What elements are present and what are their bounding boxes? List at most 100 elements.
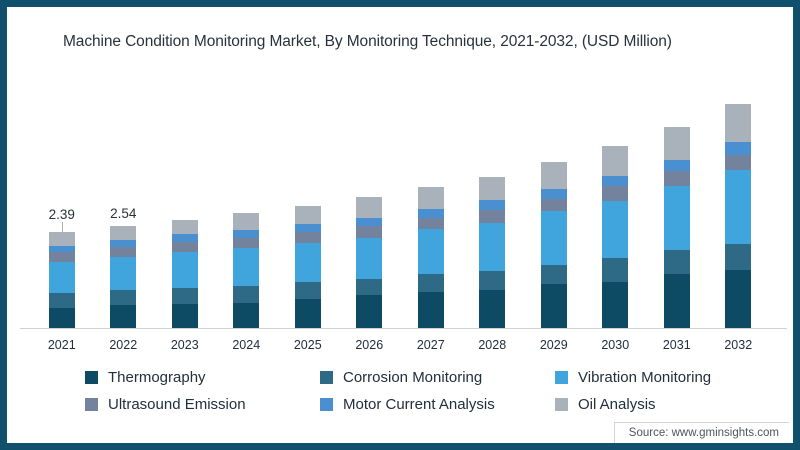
bar-column-2030 bbox=[585, 7, 647, 328]
bar-segment-motor-current-analysis bbox=[294, 224, 321, 233]
bar-segment-corrosion-monitoring bbox=[479, 270, 506, 290]
bar-segment-ultrasound-emission bbox=[540, 198, 567, 211]
bar-segment-motor-current-analysis bbox=[540, 188, 567, 199]
bar-2025 bbox=[294, 206, 321, 328]
legend: Thermography Corrosion Monitoring Vibratio… bbox=[85, 369, 711, 413]
bar-segment-motor-current-analysis bbox=[171, 234, 198, 242]
bar-segment-oil-analysis bbox=[356, 197, 383, 219]
bar-segment-oil-analysis bbox=[417, 186, 444, 209]
x-axis-labels: 2021 2022 2023 2024 2025 2026 2027 2028 2029 2030… bbox=[31, 338, 769, 352]
bar-2023 bbox=[171, 220, 198, 328]
legend-label: Thermography bbox=[108, 369, 206, 386]
x-tick-2032: 2032 bbox=[724, 338, 753, 352]
bar-segment-thermography bbox=[110, 305, 137, 328]
x-tick-2028: 2028 bbox=[478, 338, 507, 352]
legend-swatch-icon bbox=[320, 371, 333, 384]
bar-column-2032 bbox=[708, 7, 770, 328]
bar-segment-vibration-monitoring bbox=[356, 237, 383, 280]
bar-segment-oil-analysis bbox=[294, 206, 321, 225]
legend-item-vibration-monitoring: Vibration Monitoring bbox=[555, 369, 711, 386]
bar-segment-motor-current-analysis bbox=[417, 208, 444, 218]
bar-segment-oil-analysis bbox=[602, 145, 629, 177]
legend-item-corrosion-monitoring: Corrosion Monitoring bbox=[320, 369, 555, 386]
bar-segment-corrosion-monitoring bbox=[602, 257, 629, 282]
bar-segment-corrosion-monitoring bbox=[48, 293, 75, 308]
bar-segment-oil-analysis bbox=[110, 226, 137, 240]
bar-column-2024 bbox=[216, 7, 278, 328]
bar-column-2029 bbox=[523, 7, 585, 328]
bar-segment-ultrasound-emission bbox=[479, 210, 506, 223]
bar-segment-vibration-monitoring bbox=[663, 186, 690, 251]
bar-segment-oil-analysis bbox=[233, 212, 260, 230]
legend-item-ultrasound-emission: Ultrasound Emission bbox=[85, 396, 320, 413]
x-tick-2030: 2030 bbox=[601, 338, 630, 352]
bar-value-label-2022: 2.54 bbox=[110, 206, 137, 222]
bar-column-2027 bbox=[400, 7, 462, 328]
bar-segment-corrosion-monitoring bbox=[417, 274, 444, 292]
bar-segment-ultrasound-emission bbox=[725, 155, 752, 171]
bar-segment-thermography bbox=[171, 304, 198, 328]
bar-column-2022: 2.54 bbox=[93, 7, 155, 328]
bar-2029 bbox=[540, 161, 567, 328]
x-tick-2031: 2031 bbox=[662, 338, 691, 352]
bar-segment-vibration-monitoring bbox=[540, 210, 567, 266]
legend-swatch-icon bbox=[555, 371, 568, 384]
bar-segment-corrosion-monitoring bbox=[110, 290, 137, 306]
bars-container: 2.39 2.54 bbox=[31, 7, 769, 328]
bar-segment-ultrasound-emission bbox=[48, 252, 75, 262]
bar-segment-vibration-monitoring bbox=[479, 222, 506, 271]
bar-segment-ultrasound-emission bbox=[602, 186, 629, 201]
legend-item-thermography: Thermography bbox=[85, 369, 320, 386]
bar-segment-ultrasound-emission bbox=[417, 217, 444, 230]
bar-segment-oil-analysis bbox=[48, 232, 75, 246]
bar-segment-corrosion-monitoring bbox=[171, 288, 198, 304]
legend-label: Oil Analysis bbox=[578, 396, 656, 413]
bar-2026 bbox=[356, 197, 383, 328]
legend-swatch-icon bbox=[555, 398, 568, 411]
legend-item-oil-analysis: Oil Analysis bbox=[555, 396, 711, 413]
bar-segment-ultrasound-emission bbox=[233, 237, 260, 249]
bar-segment-corrosion-monitoring bbox=[540, 265, 567, 284]
plot-area: 2.39 2.54 bbox=[20, 7, 787, 329]
legend-label: Motor Current Analysis bbox=[343, 396, 495, 413]
bar-segment-motor-current-analysis bbox=[48, 245, 75, 253]
bar-segment-thermography bbox=[294, 299, 321, 328]
chart-title: Machine Condition Monitoring Market, By … bbox=[63, 33, 672, 50]
x-tick-2023: 2023 bbox=[170, 338, 199, 352]
x-tick-2022: 2022 bbox=[109, 338, 138, 352]
bar-segment-motor-current-analysis bbox=[479, 200, 506, 211]
bar-segment-oil-analysis bbox=[663, 127, 690, 161]
bar-segment-oil-analysis bbox=[171, 220, 198, 235]
bar-segment-thermography bbox=[663, 274, 690, 328]
source-note: Source: www.gminsights.com bbox=[613, 422, 789, 443]
bar-segment-vibration-monitoring bbox=[171, 252, 198, 288]
bar-segment-vibration-monitoring bbox=[294, 242, 321, 283]
bar-2030 bbox=[602, 145, 629, 328]
bar-2022 bbox=[110, 226, 137, 328]
x-tick-2026: 2026 bbox=[355, 338, 384, 352]
bar-segment-motor-current-analysis bbox=[725, 142, 752, 156]
bar-segment-motor-current-analysis bbox=[110, 239, 137, 247]
bar-column-2028 bbox=[462, 7, 524, 328]
bar-segment-oil-analysis bbox=[540, 161, 567, 189]
legend-swatch-icon bbox=[320, 398, 333, 411]
bar-segment-vibration-monitoring bbox=[602, 200, 629, 258]
legend-label: Ultrasound Emission bbox=[108, 396, 246, 413]
bar-segment-ultrasound-emission bbox=[110, 246, 137, 257]
bar-2031 bbox=[663, 127, 690, 328]
bar-segment-vibration-monitoring bbox=[48, 261, 75, 294]
legend-item-motor-current-analysis: Motor Current Analysis bbox=[320, 396, 555, 413]
bar-2021 bbox=[48, 232, 75, 328]
bar-segment-thermography bbox=[540, 284, 567, 328]
bar-value-label-2021: 2.39 bbox=[48, 207, 75, 223]
legend-swatch-icon bbox=[85, 371, 98, 384]
bar-segment-thermography bbox=[725, 269, 752, 328]
bar-segment-motor-current-analysis bbox=[663, 160, 690, 171]
x-axis-line bbox=[20, 328, 787, 329]
bar-segment-corrosion-monitoring bbox=[233, 286, 260, 303]
bar-segment-motor-current-analysis bbox=[356, 218, 383, 227]
bar-2028 bbox=[479, 176, 506, 328]
bar-column-2025 bbox=[277, 7, 339, 328]
x-tick-2025: 2025 bbox=[293, 338, 322, 352]
legend-swatch-icon bbox=[85, 398, 98, 411]
